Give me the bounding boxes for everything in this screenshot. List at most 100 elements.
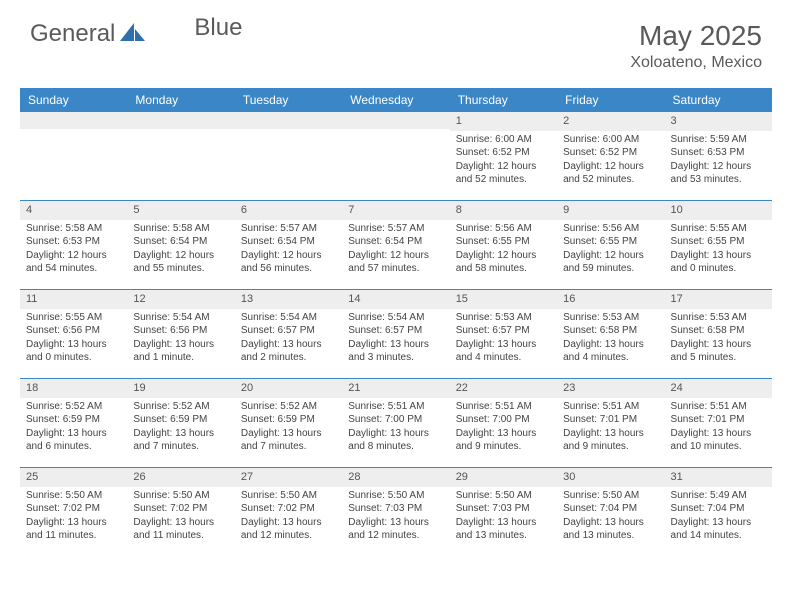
sunset-text: Sunset: 7:04 PM xyxy=(671,502,766,516)
daylight-text: Daylight: 13 hours and 3 minutes. xyxy=(348,338,443,365)
day-number xyxy=(127,112,234,129)
day-cell xyxy=(127,112,234,200)
day-cell: 27Sunrise: 5:50 AMSunset: 7:02 PMDayligh… xyxy=(235,468,342,556)
sunset-text: Sunset: 6:59 PM xyxy=(26,413,121,427)
sunrise-text: Sunrise: 5:55 AM xyxy=(671,222,766,236)
daylight-text: Daylight: 13 hours and 8 minutes. xyxy=(348,427,443,454)
sunrise-text: Sunrise: 5:50 AM xyxy=(563,489,658,503)
sunrise-text: Sunrise: 5:51 AM xyxy=(456,400,551,414)
day-cell: 13Sunrise: 5:54 AMSunset: 6:57 PMDayligh… xyxy=(235,290,342,378)
sunrise-text: Sunrise: 5:50 AM xyxy=(26,489,121,503)
sunrise-text: Sunrise: 5:52 AM xyxy=(133,400,228,414)
daylight-text: Daylight: 13 hours and 13 minutes. xyxy=(456,516,551,543)
day-cell: 2Sunrise: 6:00 AMSunset: 6:52 PMDaylight… xyxy=(557,112,664,200)
sunrise-text: Sunrise: 5:54 AM xyxy=(241,311,336,325)
sunset-text: Sunset: 7:01 PM xyxy=(671,413,766,427)
sunset-text: Sunset: 6:56 PM xyxy=(133,324,228,338)
day-cell: 15Sunrise: 5:53 AMSunset: 6:57 PMDayligh… xyxy=(450,290,557,378)
sunset-text: Sunset: 6:58 PM xyxy=(671,324,766,338)
daylight-text: Daylight: 13 hours and 11 minutes. xyxy=(133,516,228,543)
week-row: 4Sunrise: 5:58 AMSunset: 6:53 PMDaylight… xyxy=(20,200,772,289)
sunset-text: Sunset: 6:54 PM xyxy=(348,235,443,249)
week-row: 11 Sunrise: 5:55 AM Sunset: 6:56 PM Dayligh… xyxy=(20,289,772,378)
sunrise-text: Sunrise: 5:54 AM xyxy=(348,311,443,325)
day-number: 2 xyxy=(557,112,664,131)
day-cell: 23Sunrise: 5:51 AMSunset: 7:01 PMDayligh… xyxy=(557,379,664,467)
day-cell: 30Sunrise: 5:50 AMSunset: 7:04 PMDayligh… xyxy=(557,468,664,556)
day-number: 19 xyxy=(127,379,234,398)
day-number: 24 xyxy=(665,379,772,398)
day-cell: 4Sunrise: 5:58 AMSunset: 6:53 PMDaylight… xyxy=(20,201,127,289)
day-cell: 26Sunrise: 5:50 AMSunset: 7:02 PMDayligh… xyxy=(127,468,234,556)
day-number: 16 xyxy=(557,290,664,309)
sunset-text: Sunset: 6:57 PM xyxy=(456,324,551,338)
day-cell xyxy=(20,112,127,200)
daylight-text: Daylight: 13 hours and 5 minutes. xyxy=(671,338,766,365)
sunset-text: Sunset: 6:52 PM xyxy=(563,146,658,160)
day-cell xyxy=(342,112,449,200)
day-number: 28 xyxy=(342,468,449,487)
sunrise-text: Sunrise: 6:00 AM xyxy=(456,133,551,147)
sunset-text: Sunset: 6:55 PM xyxy=(563,235,658,249)
day-number: 8 xyxy=(450,201,557,220)
day-cell: 14Sunrise: 5:54 AMSunset: 6:57 PMDayligh… xyxy=(342,290,449,378)
sunrise-text: Sunrise: 5:49 AM xyxy=(671,489,766,503)
day-number: 31 xyxy=(665,468,772,487)
sunset-text: Sunset: 6:52 PM xyxy=(456,146,551,160)
sunset-text: Sunset: 7:04 PM xyxy=(563,502,658,516)
sunrise-text: Sunrise: 5:50 AM xyxy=(348,489,443,503)
daylight-text: Daylight: 12 hours and 57 minutes. xyxy=(348,249,443,276)
day-number: 27 xyxy=(235,468,342,487)
sunset-text: Sunset: 6:53 PM xyxy=(671,146,766,160)
daylight-text: Daylight: 13 hours and 12 minutes. xyxy=(241,516,336,543)
daylight-text: Daylight: 13 hours and 13 minutes. xyxy=(563,516,658,543)
sunrise-text: Sunrise: 5:53 AM xyxy=(456,311,551,325)
day-cell xyxy=(235,112,342,200)
sunrise-text: Sunrise: 5:52 AM xyxy=(241,400,336,414)
day-cell: 10Sunrise: 5:55 AMSunset: 6:55 PMDayligh… xyxy=(665,201,772,289)
day-number: 5 xyxy=(127,201,234,220)
sunset-text: Sunset: 6:59 PM xyxy=(241,413,336,427)
daylight-text: Daylight: 13 hours and 10 minutes. xyxy=(671,427,766,454)
day-number: 11 xyxy=(20,290,127,309)
calendar: SundayMondayTuesdayWednesdayThursdayFrid… xyxy=(20,88,772,556)
weekday-header: Thursday xyxy=(450,88,557,112)
sunrise-text: Sunrise: 5:52 AM xyxy=(26,400,121,414)
sunrise-text: Sunrise: 5:50 AM xyxy=(456,489,551,503)
week-row: 25Sunrise: 5:50 AMSunset: 7:02 PMDayligh… xyxy=(20,467,772,556)
daylight-text: Daylight: 12 hours and 56 minutes. xyxy=(241,249,336,276)
daylight-text: Daylight: 12 hours and 53 minutes. xyxy=(671,160,766,187)
logo-text-general: General xyxy=(30,20,115,48)
week-row: 1Sunrise: 6:00 AMSunset: 6:52 PMDaylight… xyxy=(20,112,772,200)
day-number: 10 xyxy=(665,201,772,220)
daylight-text: Daylight: 13 hours and 12 minutes. xyxy=(348,516,443,543)
day-cell: 16Sunrise: 5:53 AMSunset: 6:58 PMDayligh… xyxy=(557,290,664,378)
sunset-text: Sunset: 7:03 PM xyxy=(348,502,443,516)
day-cell: 19Sunrise: 5:52 AMSunset: 6:59 PMDayligh… xyxy=(127,379,234,467)
day-cell: 3Sunrise: 5:59 AMSunset: 6:53 PMDaylight… xyxy=(665,112,772,200)
day-number: 9 xyxy=(557,201,664,220)
day-cell: 24Sunrise: 5:51 AMSunset: 7:01 PMDayligh… xyxy=(665,379,772,467)
sunrise-text: Sunrise: 5:56 AM xyxy=(456,222,551,236)
day-number: 22 xyxy=(450,379,557,398)
daylight-text: Daylight: 12 hours and 52 minutes. xyxy=(456,160,551,187)
logo-sail-icon xyxy=(120,21,146,48)
day-number: 1 xyxy=(450,112,557,131)
daylight-text: Daylight: 12 hours and 59 minutes. xyxy=(563,249,658,276)
sunrise-text: Sunrise: 5:53 AM xyxy=(563,311,658,325)
sunset-text: Sunset: 6:59 PM xyxy=(133,413,228,427)
day-number: 7 xyxy=(342,201,449,220)
sunset-text: Sunset: 6:57 PM xyxy=(241,324,336,338)
daylight-text: Daylight: 13 hours and 11 minutes. xyxy=(26,516,121,543)
daylight-text: Daylight: 13 hours and 4 minutes. xyxy=(563,338,658,365)
daylight-text: Daylight: 13 hours and 4 minutes. xyxy=(456,338,551,365)
day-number: 25 xyxy=(20,468,127,487)
day-number: 18 xyxy=(20,379,127,398)
sunrise-text: Sunrise: 5:56 AM xyxy=(563,222,658,236)
day-number: 3 xyxy=(665,112,772,131)
day-number: 12 xyxy=(127,290,234,309)
weekday-header-row: SundayMondayTuesdayWednesdayThursdayFrid… xyxy=(20,88,772,112)
sunrise-text: Sunrise: 5:55 AM xyxy=(26,311,121,325)
weekday-header: Monday xyxy=(127,88,234,112)
sunrise-text: Sunrise: 5:58 AM xyxy=(26,222,121,236)
